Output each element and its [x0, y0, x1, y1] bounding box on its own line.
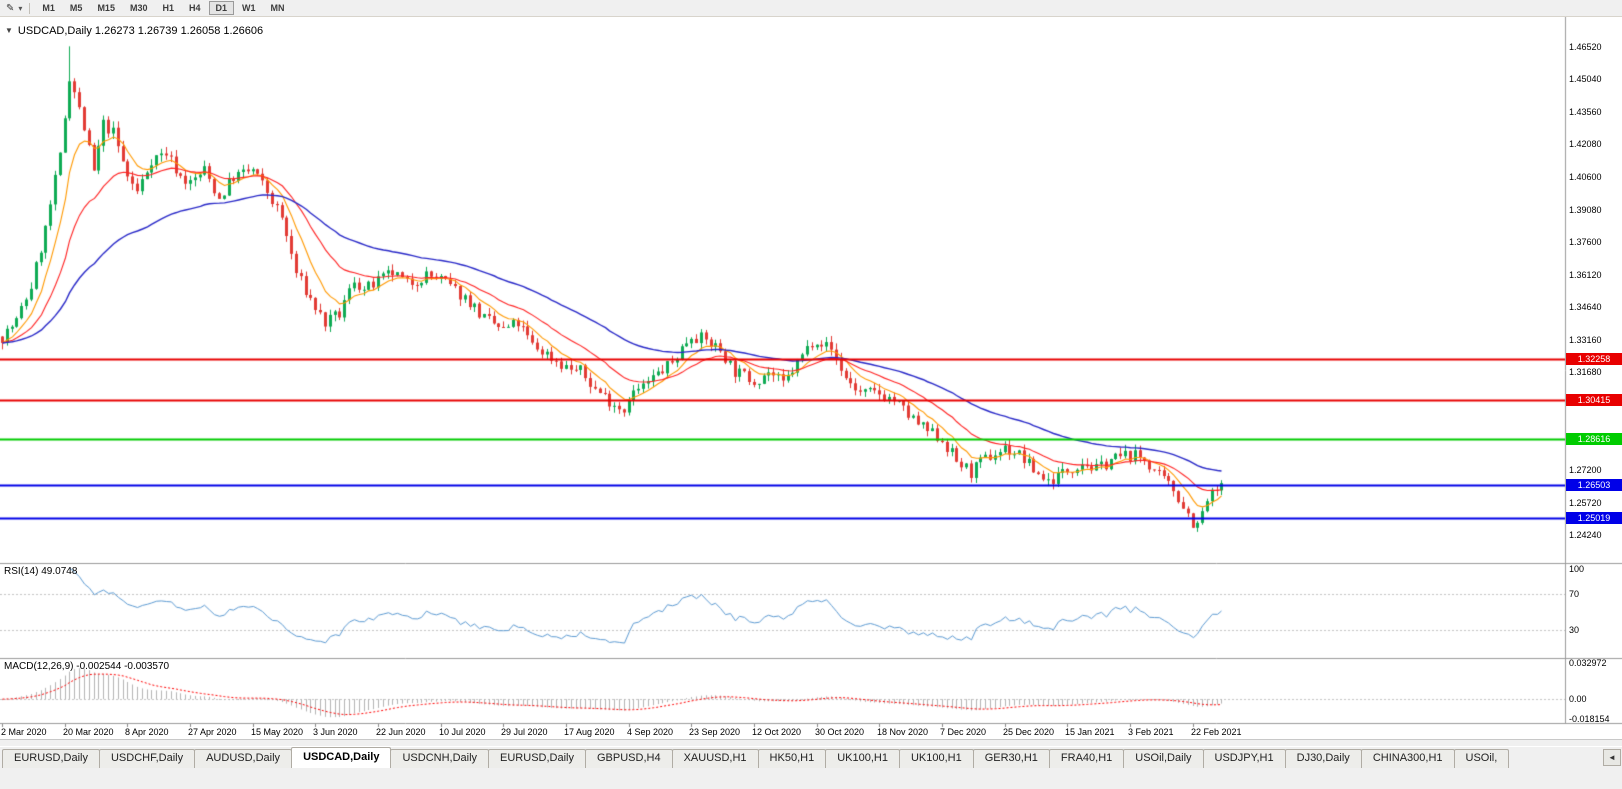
timeframe-button-m5[interactable]: M5	[69, 3, 83, 13]
chart-tab-usdjpy-h1[interactable]: USDJPY,H1	[1202, 749, 1286, 768]
timeframe-button-m30[interactable]: M30	[129, 3, 148, 13]
timeframe-buttons-group: M1 M5 M15 M30 H1 H4 D1 W1 MN	[35, 1, 292, 15]
timeframe-button-w1[interactable]: W1	[242, 3, 256, 13]
chart-tab-usoil-[interactable]: USOil,	[1453, 749, 1510, 768]
price-chart-canvas[interactable]	[0, 17, 1622, 739]
toolbar-dropdown-icon[interactable]: ▾	[18, 3, 23, 13]
chart-tab-hk50-h1[interactable]: HK50,H1	[757, 749, 827, 768]
chart-tab-usdcnh-daily[interactable]: USDCNH,Daily	[390, 749, 490, 768]
chart-tab-bar: EURUSD,Daily USDCHF,Daily AUDUSD,Daily USDC…	[0, 746, 1622, 768]
timeframe-button-m15[interactable]: M15	[97, 3, 115, 13]
timeframe-toolbar: ✎ ▾ M1 M5 M15 M30 H1 H4 D1 W1 MN	[0, 0, 1622, 17]
tabbar-divider	[0, 739, 1622, 746]
chart-tab-usoil-daily[interactable]: USOil,Daily	[1123, 749, 1204, 768]
tab-scroll-left-button[interactable]: ◄	[1603, 749, 1621, 766]
chart-tab-xauusd-h1[interactable]: XAUUSD,H1	[671, 749, 759, 768]
annotation-tool-icon[interactable]: ✎	[6, 2, 15, 14]
chart-tab-fra40-h1[interactable]: FRA40,H1	[1048, 749, 1125, 768]
chart-window: ▼ USDCAD,Daily 1.26273 1.26739 1.26058 1.…	[0, 17, 1622, 739]
chart-tab-eurusd-daily[interactable]: EURUSD,Daily	[488, 749, 586, 768]
chart-tab-audusd-daily[interactable]: AUDUSD,Daily	[194, 749, 293, 768]
chart-tab-gbpusd-h4[interactable]: GBPUSD,H4	[585, 749, 673, 768]
chart-tab-uk100-h1[interactable]: UK100,H1	[898, 749, 974, 768]
timeframe-button-mn[interactable]: MN	[270, 3, 285, 13]
bottom-filler	[0, 768, 1622, 789]
timeframe-button-d1[interactable]: D1	[208, 1, 235, 15]
chart-tab-eurusd-daily[interactable]: EURUSD,Daily	[2, 749, 100, 768]
chart-tab-dj30-daily[interactable]: DJ30,Daily	[1284, 749, 1362, 768]
chart-tab-usdcad-daily[interactable]: USDCAD,Daily	[291, 747, 392, 768]
toolbar-separator	[29, 2, 31, 14]
chart-tab-china300-h1[interactable]: CHINA300,H1	[1360, 749, 1455, 768]
timeframe-button-m1[interactable]: M1	[42, 3, 55, 13]
chart-tab-usdchf-daily[interactable]: USDCHF,Daily	[98, 749, 196, 768]
chart-tabs-strip: EURUSD,Daily USDCHF,Daily AUDUSD,Daily USDC…	[2, 747, 1600, 768]
chart-tab-uk100-h1[interactable]: UK100,H1	[825, 749, 900, 768]
timeframe-button-h1[interactable]: H1	[162, 3, 174, 13]
timeframe-button-h4[interactable]: H4	[188, 3, 201, 13]
chart-tab-ger30-h1[interactable]: GER30,H1	[972, 749, 1050, 768]
